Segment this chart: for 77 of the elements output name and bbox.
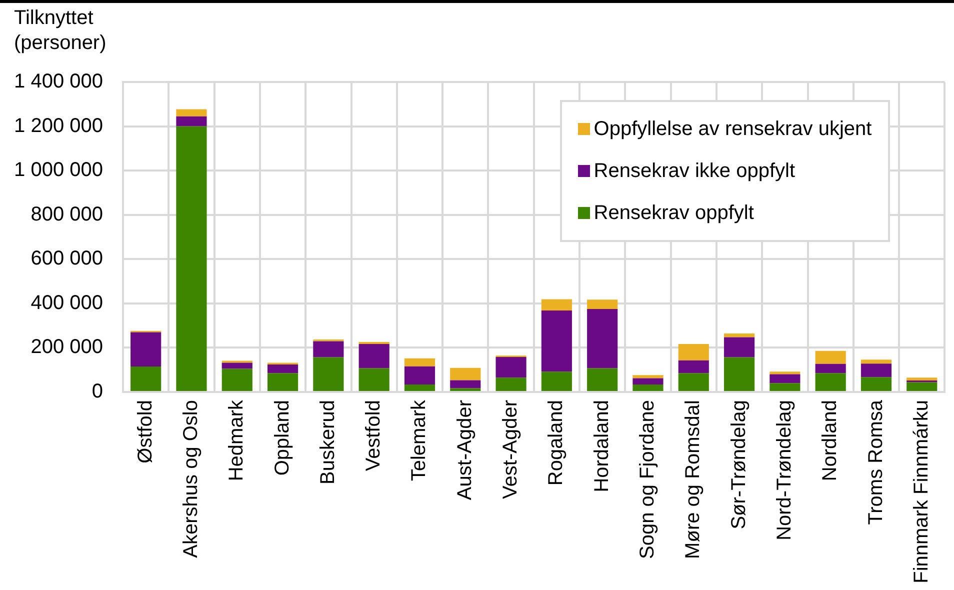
bar: [450, 380, 481, 388]
x-tick-label: Akershus og Oslo: [180, 400, 202, 558]
bar: [860, 377, 892, 391]
bar: [815, 350, 846, 364]
bar: [860, 364, 892, 378]
bar: [541, 299, 572, 311]
bar: [678, 344, 709, 360]
x-tick-label: Nord-Trøndelag: [773, 400, 796, 540]
bar: [222, 368, 252, 391]
x-tick-label: Telemark: [408, 399, 430, 482]
bar: [587, 368, 618, 391]
x-tick-label: Aust-Agder: [454, 400, 476, 500]
x-tick-label: Møre og Romsdal: [682, 400, 704, 559]
bar: [130, 332, 162, 367]
bar: [770, 374, 800, 384]
x-tick-label: Sogn og Fjordane: [636, 400, 658, 560]
y-tick-label: 1 000 000: [14, 159, 103, 182]
bar: [450, 388, 481, 391]
y-axis-title: Tilknyttet (personer): [14, 6, 108, 56]
legend-label: Rensekrav ikke oppfylt: [594, 160, 795, 182]
bar: [222, 362, 252, 369]
bar: [587, 300, 618, 309]
bar: [815, 373, 846, 391]
bar: [176, 116, 207, 126]
bar: [358, 344, 390, 368]
x-tick-label: Hordaland: [590, 400, 613, 492]
y-tick-label: 200 000: [30, 336, 103, 358]
bar: [404, 366, 436, 384]
x-tick-label: Troms Romsa: [864, 399, 887, 525]
bar: [770, 383, 800, 391]
y-tick-label: 600 000: [30, 248, 103, 270]
x-tick-label: Hedmark: [226, 399, 248, 482]
x-tick-label: Østfold: [134, 400, 156, 464]
bar: [404, 358, 436, 366]
bar: [632, 384, 664, 391]
bar: [267, 373, 298, 391]
y-tick-label: 1 400 000: [14, 70, 103, 93]
bar: [358, 368, 390, 391]
y-tick-label: 1 200 000: [14, 114, 103, 137]
bar: [632, 375, 664, 378]
bar: [176, 126, 207, 391]
bar: [313, 341, 344, 358]
bar: [450, 368, 481, 380]
bar: [541, 372, 572, 391]
bar: [860, 360, 892, 364]
bar: [130, 366, 162, 391]
bar: [632, 378, 664, 384]
x-tick-label: Oppland: [271, 400, 294, 476]
x-tick-label: Nordland: [819, 400, 842, 482]
bar: [906, 382, 938, 391]
bar: [496, 357, 526, 378]
bar: [541, 310, 572, 372]
x-tick-label: Buskerud: [316, 400, 339, 484]
bar: [906, 378, 938, 380]
bar: [770, 372, 800, 374]
legend-label: Oppfyllelse av rensekrav ukjent: [594, 118, 872, 140]
x-tick-label: Vestfold: [362, 400, 385, 472]
bar: [496, 378, 526, 391]
legend-label: Rensekrav oppfylt: [594, 202, 754, 224]
y-tick-label: 0: [92, 380, 103, 403]
bar: [176, 109, 207, 116]
bar: [678, 373, 709, 391]
bar: [678, 360, 709, 374]
y-tick-label: 800 000: [30, 203, 103, 226]
x-tick-label: Vest-Agder: [500, 400, 522, 499]
x-tick-label: Finnmark Finnmárku: [910, 400, 932, 584]
bar: [815, 364, 846, 374]
bar: [724, 357, 755, 391]
bar: [404, 384, 436, 391]
bar: [724, 337, 755, 358]
bar: [587, 308, 618, 368]
bar: [724, 334, 755, 338]
y-tick-label: 400 000: [30, 292, 103, 314]
bar: [267, 364, 298, 374]
x-tick-label: Rogaland: [545, 400, 568, 486]
x-tick-label: Sør-Trøndelag: [728, 400, 750, 530]
bar: [313, 357, 344, 391]
